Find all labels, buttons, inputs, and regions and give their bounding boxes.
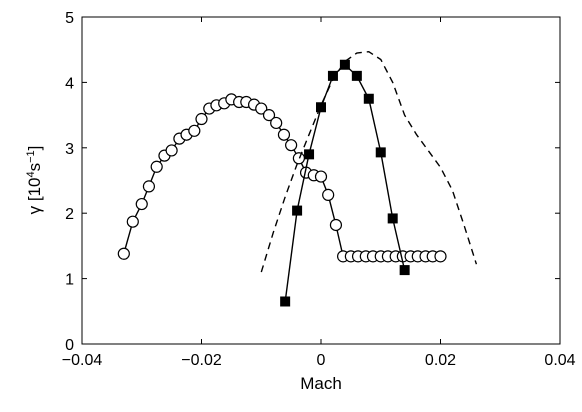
data-point-circle bbox=[314, 170, 328, 183]
data-point-circle bbox=[117, 247, 130, 260]
y-tick-label: 3 bbox=[65, 141, 74, 158]
data-point-square bbox=[339, 59, 350, 70]
y-axis-label-exp1: 4 bbox=[25, 171, 37, 177]
data-point-circle bbox=[329, 218, 343, 232]
data-point-circle bbox=[150, 160, 163, 173]
data-point-square bbox=[375, 147, 386, 158]
data-point-circle bbox=[165, 144, 178, 157]
y-tick-label: 5 bbox=[65, 10, 74, 27]
series-circles bbox=[117, 93, 447, 263]
y-tick-label: 2 bbox=[65, 206, 74, 223]
plot-area bbox=[117, 50, 478, 307]
y-axis-label-open: [10 bbox=[25, 178, 44, 206]
data-point-circle bbox=[270, 116, 283, 130]
series-line-dashed bbox=[260, 50, 478, 273]
y-axis-label-unit: s bbox=[25, 163, 44, 172]
y-tick-label: 0 bbox=[65, 337, 74, 354]
x-tick-label: −0.04 bbox=[62, 352, 103, 369]
x-tick-label: −0.02 bbox=[181, 352, 222, 369]
y-axis-label: γ [104s−1] bbox=[25, 146, 44, 215]
axes: −0.04 −0.02 0 0.02 0.04 0 1 2 3 4 5 bbox=[62, 10, 576, 369]
data-point-square bbox=[316, 102, 326, 113]
x-axis-label: Mach bbox=[300, 374, 342, 393]
y-axis-label-exp2: −1 bbox=[25, 150, 37, 163]
data-point-circle bbox=[255, 102, 268, 115]
x-tick-label: 0.04 bbox=[544, 352, 575, 369]
y-tick-label: 4 bbox=[65, 75, 74, 92]
data-point-square bbox=[387, 213, 398, 224]
series-dashed bbox=[260, 50, 478, 273]
data-point-circle bbox=[142, 180, 156, 193]
data-point-circle bbox=[322, 188, 335, 201]
y-axis-label-close: ] bbox=[25, 146, 44, 151]
x-tick-label: 0 bbox=[317, 352, 326, 369]
data-point-square bbox=[304, 149, 315, 160]
y-tick-label: 1 bbox=[65, 272, 74, 289]
data-point-circle bbox=[285, 139, 298, 152]
data-point-circle bbox=[126, 215, 139, 228]
data-point-circle bbox=[195, 112, 208, 126]
data-point-square bbox=[399, 265, 410, 276]
data-point-circle bbox=[277, 128, 291, 141]
data-point-square bbox=[351, 70, 362, 81]
data-point-square bbox=[280, 296, 291, 307]
data-point-square bbox=[292, 205, 303, 216]
series-filled-squares bbox=[280, 59, 410, 307]
data-point-circle bbox=[262, 108, 276, 122]
data-point-square bbox=[363, 93, 374, 104]
data-point-circle bbox=[292, 152, 305, 165]
x-tick-label: 0.02 bbox=[425, 352, 456, 369]
data-point-circle bbox=[434, 250, 447, 263]
data-point-circle bbox=[188, 124, 201, 137]
y-axis-label-symbol: γ bbox=[25, 205, 44, 214]
data-point-circle bbox=[135, 197, 148, 211]
